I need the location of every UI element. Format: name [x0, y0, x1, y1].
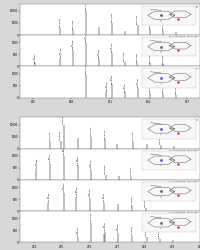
- Text: 2+
276.5751: 2+ 276.5751: [104, 220, 106, 231]
- Text: 276.5773: 276.5773: [104, 128, 105, 139]
- Text: 2+
277.0363: 2+ 277.0363: [116, 223, 118, 233]
- Text: 2+
275.0884: 2+ 275.0884: [63, 145, 65, 155]
- Text: 1+
549.1296: 1+ 549.1296: [84, 31, 87, 42]
- Text: 2+
275.0860: 2+ 275.0860: [63, 182, 65, 192]
- Text: 276.0774: 276.0774: [90, 212, 91, 222]
- Text: 2+
274.5235: 2+ 274.5235: [47, 192, 49, 202]
- Text: 2+
276.0318: 2+ 276.0318: [89, 188, 91, 198]
- Text: 1+
552.1471: 1+ 552.1471: [123, 81, 125, 92]
- Text: 1+
551.1452: 1+ 551.1452: [110, 73, 112, 84]
- Text: 553.1411: 553.1411: [136, 14, 137, 24]
- Text: 278.0342: 278.0342: [144, 197, 145, 207]
- Text: 277.5371: 277.5371: [131, 224, 132, 235]
- Text: 555.1443: 555.1443: [162, 20, 163, 30]
- Text: C₂₆H₂₈N₆O₄Zn, simulated: C₂₆H₂₈N₆O₄Zn, simulated: [169, 150, 198, 151]
- Text: C₂₆H₂₈N₆O₄Zn, simulated: C₂₆H₂₈N₆O₄Zn, simulated: [169, 67, 198, 68]
- Text: 2+
275.5322: 2+ 275.5322: [75, 186, 77, 196]
- Text: 2+
274.5711: 2+ 274.5711: [48, 152, 51, 163]
- Text: 278.5373: 278.5373: [158, 228, 159, 238]
- Text: 553.1357: 553.1357: [136, 52, 137, 62]
- Text: 554.1333: 554.1333: [149, 52, 150, 63]
- Text: 274.5743: 274.5743: [49, 131, 50, 141]
- Text: 2+
274.0886: 2+ 274.0886: [35, 158, 37, 168]
- Text: C₂₆H₂₈N₆O₄Zn, simulated: C₂₆H₂₈N₆O₄Zn, simulated: [169, 36, 198, 37]
- Text: 1+
550.1315: 1+ 550.1315: [97, 48, 99, 58]
- Text: 2+
275.5804: 2+ 275.5804: [76, 154, 78, 165]
- Text: 554.1462: 554.1462: [149, 82, 150, 92]
- Text: 1+
545.1340: 1+ 545.1340: [33, 52, 36, 63]
- Text: 274.9655: 274.9655: [60, 130, 61, 140]
- Text: 555.1356: 555.1356: [162, 53, 163, 64]
- Text: C₂₆H₂₈N₆O₄Zn, simulated: C₂₆H₂₈N₆O₄Zn, simulated: [169, 181, 198, 182]
- Text: 548.1332: 548.1332: [72, 18, 73, 29]
- Text: 277.5203: 277.5203: [130, 166, 131, 176]
- Text: 275.0761: 275.0761: [63, 113, 64, 124]
- Text: experimental: experimental: [181, 118, 198, 122]
- Text: 556.1492: 556.1492: [175, 84, 176, 94]
- Text: 2+
276.0619: 2+ 276.0619: [89, 159, 92, 170]
- Text: 551.1422: 551.1422: [111, 11, 112, 22]
- Text: experimental: experimental: [181, 5, 198, 9]
- Text: 1+
553.1441: 1+ 553.1441: [136, 77, 138, 87]
- Text: 2+
276.5374: 2+ 276.5374: [103, 192, 105, 202]
- Text: 554.1435: 554.1435: [149, 18, 150, 28]
- Text: 555.1471: 555.1471: [162, 83, 163, 94]
- Text: C₂₆H₂₈N₆O₄Zn, simulated: C₂₆H₂₈N₆O₄Zn, simulated: [169, 212, 198, 214]
- Text: 277.5374: 277.5374: [131, 195, 132, 205]
- Text: 2+
275.5774: 2+ 275.5774: [76, 226, 78, 236]
- Text: 549.1448: 549.1448: [85, 0, 86, 10]
- Text: 549.1475: 549.1475: [85, 62, 86, 73]
- Text: 552.1312: 552.1312: [123, 50, 124, 61]
- Text: 276.5860: 276.5860: [104, 164, 105, 174]
- Text: 1+
551.1294: 1+ 551.1294: [110, 42, 112, 52]
- Text: 1+
548.1298: 1+ 548.1298: [72, 39, 74, 49]
- Text: 276.0748: 276.0748: [90, 126, 91, 136]
- Text: 1+
550.7098: 1+ 550.7098: [105, 80, 107, 91]
- Text: 278.5762: 278.5762: [159, 134, 160, 144]
- Text: 1+
547.1278: 1+ 547.1278: [59, 47, 61, 57]
- Text: 547.1287: 547.1287: [60, 17, 61, 27]
- Text: 278.0721: 278.0721: [145, 226, 146, 236]
- Text: 277.5743: 277.5743: [132, 131, 133, 141]
